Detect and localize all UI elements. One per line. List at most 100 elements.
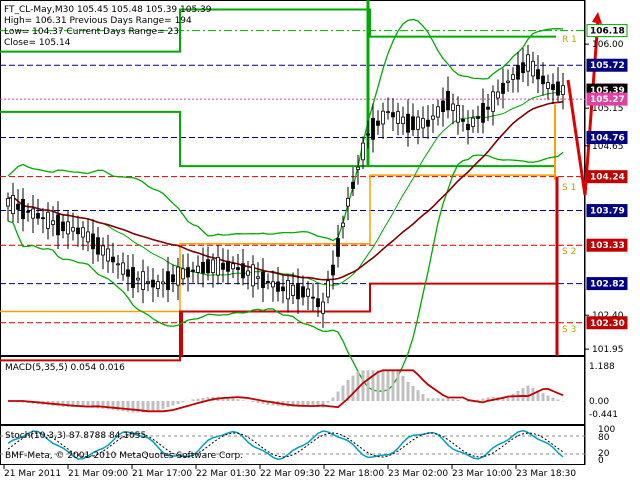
candle-body	[261, 271, 265, 288]
stoch-axis-label: 20	[598, 449, 610, 459]
stoch-axis-label: 0	[598, 456, 604, 466]
candle-body	[186, 267, 190, 278]
candle-body	[436, 106, 440, 118]
macd-indicator	[8, 369, 565, 413]
candle-body	[296, 283, 300, 300]
candle-body	[546, 82, 550, 89]
candle-body	[146, 281, 150, 284]
stoch-label: Stoch(10,3,3) 87.8788 84.1055	[5, 431, 146, 441]
time-axis-label: 21 Mar 17:00	[132, 469, 192, 479]
price-tag	[586, 24, 628, 38]
time-axis: 21 Mar 2011 21 Mar 09:00 21 Mar 17:00 22 Ma…	[3, 465, 576, 479]
price-axis-label: 101.95	[592, 345, 624, 355]
candle-body	[371, 118, 375, 140]
macd-signal-line	[8, 369, 564, 413]
forecast-line	[566, 19, 600, 196]
candle-body	[286, 279, 290, 300]
time-axis-label: 23 Mar 18:30	[516, 469, 576, 479]
price-tag	[586, 277, 628, 291]
candle-body	[31, 208, 35, 219]
candle-body	[561, 85, 565, 95]
pivot-label-r1: R 1	[562, 35, 577, 45]
pivot-s2-line	[0, 174, 556, 313]
price-tag-label: 103.79	[590, 207, 625, 217]
candle-body	[356, 166, 360, 170]
candle-body	[381, 110, 385, 125]
low-range-info: Low= 104.37 Current Days Range= 23	[4, 27, 179, 37]
price-tag	[586, 92, 628, 106]
candle-body	[56, 214, 60, 236]
candle-body	[376, 120, 380, 126]
candle-body	[251, 264, 255, 287]
price-tag-label: 106.18	[590, 27, 625, 37]
candle-body	[256, 276, 260, 279]
candle-body	[66, 221, 70, 235]
time-axis-label: 22 Mar 18:00	[324, 469, 384, 479]
candle-body	[336, 238, 340, 257]
candle-body	[121, 262, 125, 275]
candle-body	[456, 105, 460, 123]
price-tag	[586, 316, 628, 330]
candle-body	[196, 265, 200, 273]
symbol-info: FT_CL-May,M30 105.45 105.48 105.39 105.3…	[4, 5, 212, 15]
bollinger-lower	[7, 151, 564, 392]
macd-axis-label: -0.441	[589, 410, 618, 420]
macd-pane[interactable]	[0, 356, 585, 425]
candle-body	[61, 221, 65, 232]
stoch-axis-label: 100	[598, 425, 615, 435]
candle-body	[346, 198, 350, 207]
candle-body	[531, 60, 535, 77]
candle-body	[171, 274, 175, 283]
candle-body	[421, 118, 425, 129]
candle-body	[366, 133, 370, 136]
candle-body	[511, 74, 515, 80]
price-tag	[586, 170, 628, 184]
candle-body	[81, 227, 85, 238]
forecast-arrow	[566, 12, 602, 196]
time-axis-label: 22 Mar 01:30	[196, 469, 256, 479]
candle-body	[271, 281, 275, 288]
candle-body	[321, 301, 325, 314]
stoch-signal-line	[7, 432, 564, 458]
candle-body	[136, 277, 140, 281]
candle-body	[181, 268, 185, 280]
candle-body	[266, 280, 270, 284]
candle-body	[291, 284, 295, 296]
price-tag	[586, 204, 628, 218]
candle-body	[471, 117, 475, 127]
candle-body	[526, 54, 530, 72]
macd-axis-label: 0.00	[589, 397, 609, 407]
candle-body	[16, 203, 20, 210]
candle-body	[221, 262, 225, 270]
high-range-info: High= 106.31 Previous Days Range= 194	[4, 16, 192, 26]
pivot-r-line	[0, 8, 556, 53]
candle-body	[11, 195, 15, 214]
candle-body	[116, 263, 120, 266]
candle-body	[431, 115, 435, 120]
price-tag-label: 103.33	[590, 241, 625, 251]
candle-body	[551, 84, 555, 90]
stoch-main-line	[7, 429, 564, 461]
time-axis-label: 23 Mar 02:00	[388, 469, 448, 479]
candle-body	[141, 271, 145, 290]
pivot-label-s3: S 3	[562, 325, 576, 335]
candle-body	[486, 106, 490, 110]
candle-body	[106, 248, 110, 262]
stoch-pane[interactable]	[0, 425, 585, 465]
candle-body	[46, 211, 50, 229]
price-tag-label: 102.82	[590, 280, 625, 290]
candle-body	[361, 142, 365, 161]
candle-body	[41, 217, 45, 220]
stochastic-indicator	[0, 429, 585, 461]
candle-body	[281, 286, 285, 292]
candle-body	[306, 288, 310, 297]
candle-body	[276, 281, 280, 292]
candle-body	[556, 81, 560, 96]
pivot-levels	[0, 0, 585, 362]
candle-body	[536, 69, 540, 80]
candle-body	[96, 237, 100, 255]
time-axis-label: 21 Mar 2011	[4, 469, 61, 479]
candle-body	[241, 263, 245, 279]
